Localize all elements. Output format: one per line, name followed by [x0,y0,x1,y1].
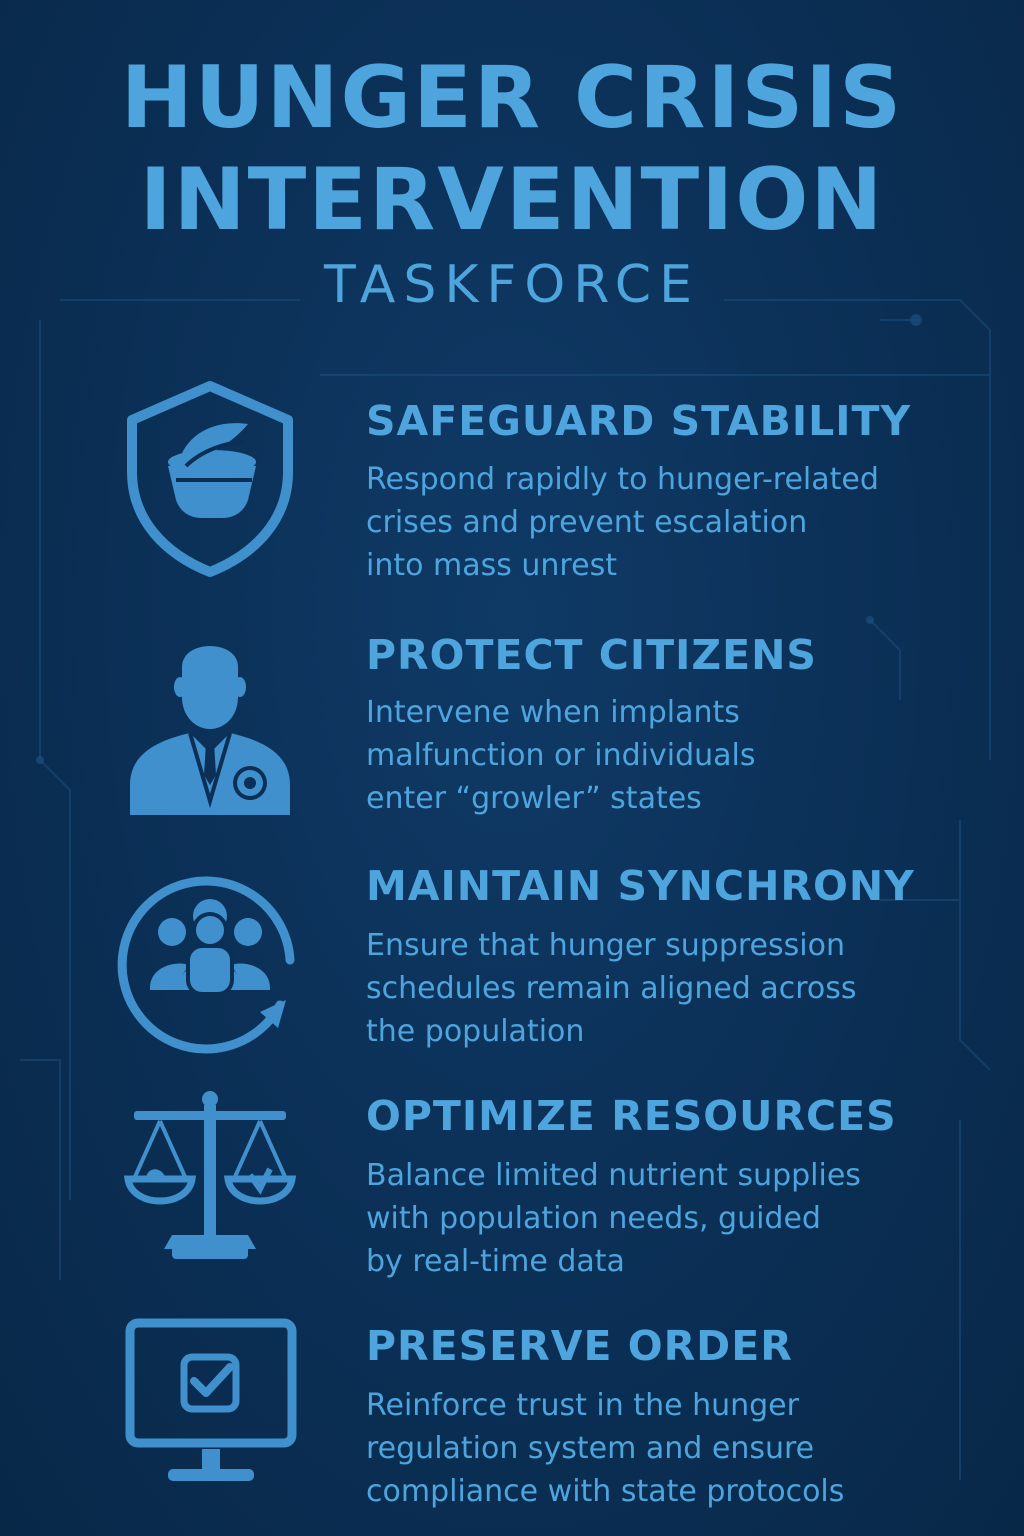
description: Intervene when implants malfunction or i… [366,691,966,820]
description: Reinforce trust in the hunger regulation… [366,1384,966,1513]
shield-bowl-icon [110,380,310,580]
description-line: Reinforce trust in the hunger [366,1388,799,1423]
description: Respond rapidly to hunger-related crises… [366,458,966,587]
heading: OPTIMIZE RESOURCES [366,1092,897,1140]
heading: MAINTAIN SYNCHRONY [366,862,915,910]
description-line: crises and prevent escalation [366,505,808,540]
title-line-2: INTERVENTION [139,150,885,250]
title-line-1: HUNGER CRISIS [120,48,904,148]
group-sync-icon [110,860,310,1060]
description-line: compliance with state protocols [366,1474,845,1509]
description: Balance limited nutrient supplies with p… [366,1154,966,1283]
description-line: with population needs, guided [366,1201,821,1236]
description-line: Balance limited nutrient supplies [366,1158,861,1193]
description: Ensure that hunger suppression schedules… [366,924,966,1053]
description-line: Ensure that hunger suppression [366,928,845,963]
description-line: the population [366,1014,585,1049]
description-line: schedules remain aligned across [366,971,857,1006]
description-line: Respond rapidly to hunger-related [366,462,879,497]
officer-icon [110,625,310,825]
description-line: Intervene when implants [366,695,740,730]
heading: PRESERVE ORDER [366,1322,793,1370]
description-line: malfunction or individuals [366,738,756,773]
description-line: into mass unrest [366,548,617,583]
monitor-checkbox-icon [110,1315,310,1515]
description-line: enter “growler” states [366,781,702,816]
description-line: by real-time data [366,1244,625,1279]
heading: PROTECT CITIZENS [366,631,817,679]
heading: SAFEGUARD STABILITY [366,397,912,445]
description-line: regulation system and ensure [366,1431,815,1466]
subtitle: TASKFORCE [324,255,700,315]
balance-scale-icon [110,1085,310,1285]
